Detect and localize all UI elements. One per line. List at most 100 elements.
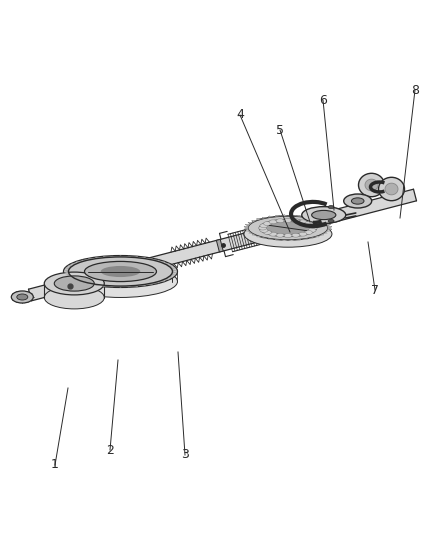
Polygon shape	[167, 265, 173, 267]
Ellipse shape	[64, 255, 177, 287]
Ellipse shape	[292, 233, 300, 237]
Text: 1: 1	[51, 458, 59, 472]
Ellipse shape	[328, 206, 334, 208]
Polygon shape	[295, 215, 302, 217]
Polygon shape	[252, 220, 257, 222]
Ellipse shape	[44, 272, 104, 295]
Polygon shape	[288, 215, 295, 216]
Polygon shape	[281, 240, 288, 241]
Polygon shape	[71, 263, 78, 265]
Ellipse shape	[260, 224, 268, 228]
Polygon shape	[268, 238, 274, 240]
Polygon shape	[252, 234, 257, 236]
Polygon shape	[139, 257, 146, 259]
Polygon shape	[245, 230, 251, 232]
Polygon shape	[117, 255, 124, 257]
Polygon shape	[281, 215, 288, 216]
Polygon shape	[167, 276, 173, 278]
Text: 3: 3	[181, 448, 189, 462]
Ellipse shape	[385, 183, 398, 195]
Ellipse shape	[264, 230, 272, 235]
Ellipse shape	[248, 216, 328, 240]
Ellipse shape	[266, 221, 310, 235]
Ellipse shape	[328, 220, 334, 222]
Polygon shape	[102, 256, 109, 258]
Ellipse shape	[308, 224, 316, 228]
Polygon shape	[102, 285, 109, 287]
Polygon shape	[163, 278, 170, 280]
Polygon shape	[76, 280, 82, 281]
Ellipse shape	[365, 179, 378, 191]
Polygon shape	[170, 267, 176, 269]
Polygon shape	[248, 222, 253, 224]
Polygon shape	[172, 269, 177, 271]
Polygon shape	[244, 228, 248, 230]
Polygon shape	[124, 256, 132, 257]
Polygon shape	[28, 189, 417, 301]
Polygon shape	[88, 283, 95, 285]
Ellipse shape	[351, 198, 364, 204]
Ellipse shape	[64, 265, 177, 297]
Ellipse shape	[299, 232, 307, 236]
Polygon shape	[109, 286, 117, 287]
Ellipse shape	[269, 220, 277, 224]
Ellipse shape	[260, 228, 268, 232]
Polygon shape	[323, 232, 328, 234]
Polygon shape	[327, 226, 332, 228]
Polygon shape	[257, 236, 262, 237]
Ellipse shape	[312, 211, 336, 220]
Text: 7: 7	[371, 284, 379, 296]
Ellipse shape	[299, 220, 307, 224]
Ellipse shape	[284, 233, 292, 238]
Polygon shape	[124, 286, 132, 287]
Polygon shape	[146, 259, 153, 260]
Text: 4: 4	[236, 109, 244, 122]
Ellipse shape	[344, 194, 372, 208]
Polygon shape	[163, 263, 170, 265]
Ellipse shape	[259, 220, 317, 237]
Polygon shape	[314, 219, 319, 220]
Polygon shape	[65, 267, 71, 269]
Polygon shape	[288, 240, 295, 241]
Polygon shape	[245, 224, 251, 226]
Polygon shape	[274, 215, 281, 217]
Polygon shape	[308, 217, 314, 219]
Text: 2: 2	[106, 443, 114, 456]
Polygon shape	[109, 256, 117, 257]
Ellipse shape	[304, 222, 312, 225]
Ellipse shape	[244, 221, 332, 247]
Polygon shape	[318, 234, 324, 236]
Polygon shape	[117, 286, 124, 287]
Ellipse shape	[378, 177, 405, 201]
Ellipse shape	[269, 232, 277, 236]
Polygon shape	[82, 260, 88, 262]
Ellipse shape	[358, 173, 385, 197]
Polygon shape	[159, 280, 165, 281]
Ellipse shape	[259, 226, 267, 230]
Polygon shape	[274, 239, 281, 241]
Polygon shape	[172, 271, 177, 273]
Ellipse shape	[54, 276, 94, 291]
Polygon shape	[244, 226, 248, 228]
Polygon shape	[325, 224, 330, 226]
Polygon shape	[308, 237, 314, 239]
Ellipse shape	[17, 294, 28, 300]
Polygon shape	[325, 230, 330, 232]
Polygon shape	[327, 228, 332, 230]
Polygon shape	[132, 285, 139, 287]
Ellipse shape	[264, 222, 272, 225]
Ellipse shape	[302, 207, 346, 223]
Ellipse shape	[101, 266, 140, 277]
Polygon shape	[262, 237, 268, 239]
Polygon shape	[95, 284, 102, 286]
Polygon shape	[268, 216, 274, 217]
Ellipse shape	[85, 261, 156, 281]
Polygon shape	[88, 259, 95, 260]
Ellipse shape	[11, 291, 33, 303]
Polygon shape	[302, 216, 308, 217]
Polygon shape	[248, 232, 253, 234]
Polygon shape	[314, 236, 319, 237]
Polygon shape	[71, 278, 78, 280]
Ellipse shape	[284, 219, 292, 222]
Polygon shape	[132, 256, 139, 258]
